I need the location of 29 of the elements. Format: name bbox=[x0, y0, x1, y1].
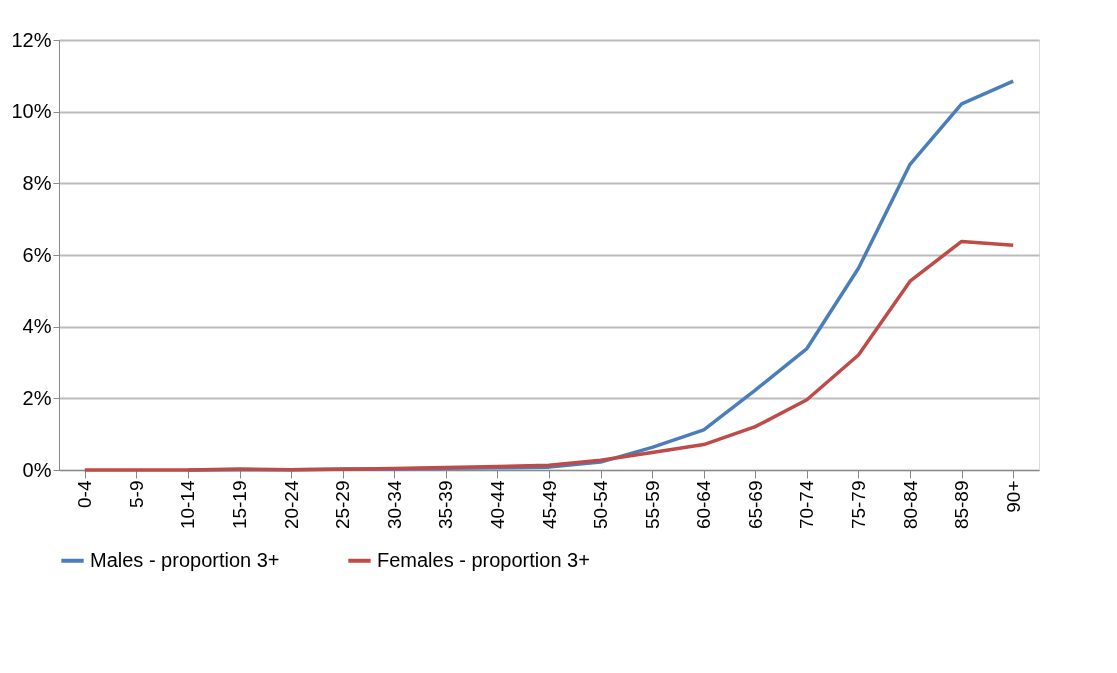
legend-label: Females - proportion 3+ bbox=[377, 548, 590, 571]
x-tick-label: 0-4 bbox=[74, 480, 96, 508]
x-tick-label: 75-79 bbox=[847, 480, 869, 530]
y-tick-label: 2% bbox=[22, 386, 52, 409]
y-tick-label: 6% bbox=[22, 243, 52, 266]
y-tick-label: 0% bbox=[22, 458, 52, 481]
x-tick-label: 20-24 bbox=[280, 480, 302, 530]
x-tick-label: 80-84 bbox=[899, 480, 921, 530]
y-tick-label: 10% bbox=[11, 100, 52, 123]
x-tick-label: 90+ bbox=[1002, 480, 1024, 513]
x-tick-label: 65-69 bbox=[744, 480, 766, 530]
x-tick-label: 35-39 bbox=[435, 480, 457, 530]
x-tick-label: 10-14 bbox=[177, 480, 199, 530]
x-tick-label: 85-89 bbox=[951, 480, 973, 530]
x-tick-label: 50-54 bbox=[590, 480, 612, 530]
x-tick-label: 25-29 bbox=[332, 480, 354, 530]
x-tick-label: 55-59 bbox=[641, 480, 663, 530]
line-series bbox=[83, 239, 1015, 472]
x-tick-label: 5-9 bbox=[125, 480, 147, 508]
x-tick-label: 45-49 bbox=[538, 480, 560, 530]
y-tick-label: 4% bbox=[22, 315, 52, 338]
x-tick-label: 30-34 bbox=[383, 480, 405, 530]
x-tick-label: 40-44 bbox=[486, 480, 508, 530]
x-tick-label: 60-64 bbox=[693, 480, 715, 530]
x-tick-label: 15-19 bbox=[229, 480, 251, 530]
y-tick-label: 8% bbox=[22, 171, 52, 194]
legend-label: Males - proportion 3+ bbox=[90, 548, 280, 571]
x-tick-label: 70-74 bbox=[796, 480, 818, 530]
y-tick-label: 12% bbox=[11, 28, 52, 51]
